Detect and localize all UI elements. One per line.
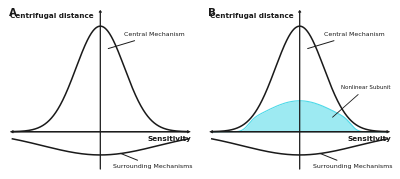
- Text: Centrifugal distance: Centrifugal distance: [10, 13, 94, 20]
- Text: Surrounding Mechanisms: Surrounding Mechanisms: [313, 153, 392, 169]
- Text: A: A: [9, 8, 17, 18]
- Text: Sensitivity: Sensitivity: [148, 136, 192, 142]
- Text: Nonlinear Subunit: Nonlinear Subunit: [332, 85, 391, 117]
- Text: Central Mechanism: Central Mechanism: [108, 32, 185, 49]
- Text: Surrounding Mechanisms: Surrounding Mechanisms: [114, 153, 193, 169]
- Text: B: B: [208, 8, 216, 18]
- Text: Sensitivity: Sensitivity: [347, 136, 391, 142]
- Text: Central Mechanism: Central Mechanism: [308, 32, 385, 49]
- Text: Centrifugal distance: Centrifugal distance: [210, 13, 293, 20]
